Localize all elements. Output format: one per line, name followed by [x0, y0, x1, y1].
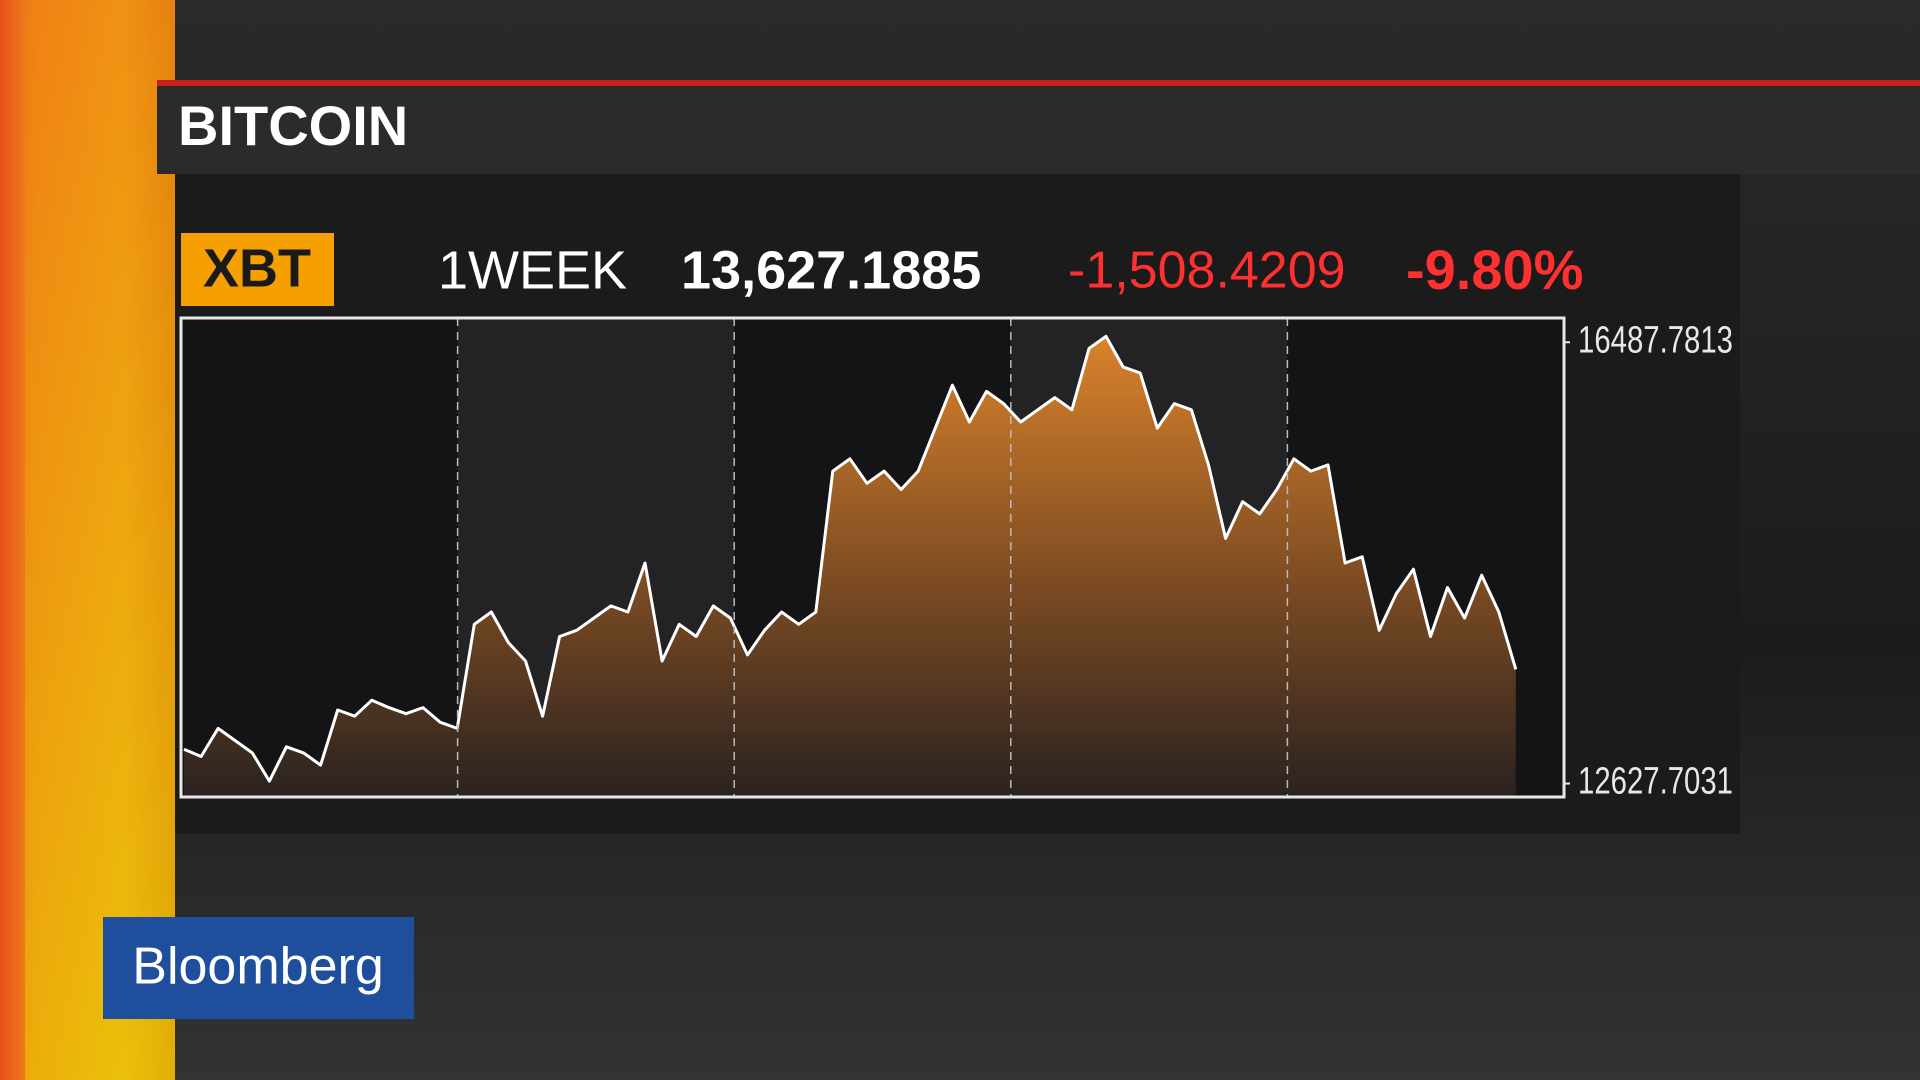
ticker: XBT [203, 238, 311, 298]
period: 1WEEK [438, 240, 627, 300]
net-change: -1,508.4209 [1068, 242, 1346, 300]
price-line [183, 334, 1518, 783]
last-price: 13,627.1885 [681, 240, 981, 300]
title: BITCOIN [178, 94, 408, 157]
side-stripe-overlay [25, 0, 175, 1080]
area [184, 336, 1516, 797]
plot-frame [179, 316, 1566, 799]
ticker-box [181, 233, 334, 306]
header-bar [157, 86, 1920, 174]
logo-box [103, 917, 414, 1019]
y-tick-label: 12627.7031 [1578, 761, 1733, 803]
y-tick-label: 16487.7813 [1578, 319, 1733, 361]
plot: 16487.7813 12627.7031 [179, 316, 1733, 803]
header-rule [157, 80, 1920, 86]
pct-change: -9.80% [1406, 238, 1583, 301]
logo: Bloomberg [132, 938, 383, 996]
